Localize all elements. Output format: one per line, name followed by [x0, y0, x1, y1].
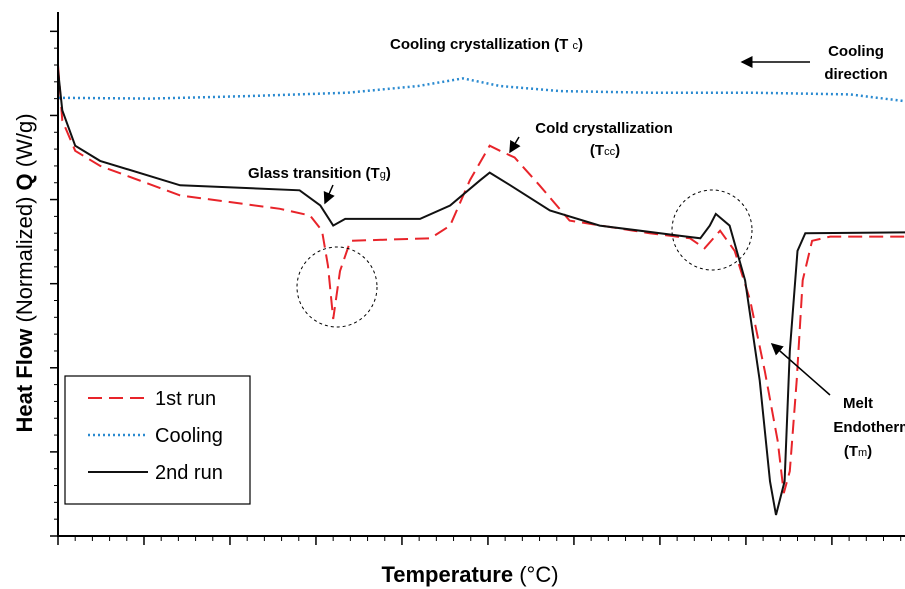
annotation-part: (T: [844, 443, 858, 460]
data-line: [57, 77, 905, 103]
annotation-part: ): [867, 443, 872, 460]
arrow: [323, 184, 335, 205]
annotation: (Tm): [844, 443, 872, 460]
x-axis-title-part: Temperature: [381, 562, 513, 587]
annotation: Endotherm: [833, 419, 905, 436]
annotation: Cooling crystallization (T c): [390, 36, 583, 53]
annotation-part: ): [615, 142, 620, 159]
highlight-circle: [296, 246, 378, 328]
y-axis-title-part: Heat Flow: [12, 328, 37, 433]
x-axis-title-part: (°C): [513, 562, 558, 587]
annotation-part: c: [573, 40, 579, 52]
annotation: Melt: [843, 395, 873, 412]
annotation-part: ): [386, 165, 391, 182]
plot-area: [57, 64, 905, 516]
annotation: Cooling: [828, 43, 884, 60]
annotation-part: (T: [590, 142, 604, 159]
annotation-part: g: [380, 169, 386, 181]
legend-label: 2nd run: [155, 462, 223, 484]
annotation-part: Glass transition (T: [248, 165, 380, 182]
legend-label: 1st run: [155, 388, 216, 410]
highlight-circle: [671, 189, 753, 271]
annotation: Cold crystallization: [535, 120, 673, 137]
annotation-part: direction: [824, 66, 887, 83]
annotation-part: Cold crystallization: [535, 120, 673, 137]
y-axis-title-part: (W/g): [12, 113, 37, 173]
legend-items: 1st run Cooling 2nd run: [88, 388, 223, 484]
annotation-part: cc: [604, 146, 616, 158]
annotation-part: ): [578, 36, 583, 53]
annotation-part: Endotherm: [833, 419, 905, 436]
data-line: [57, 64, 905, 494]
y-axis-title: Heat Flow (Normalized) Q (W/g): [12, 113, 37, 432]
annotation-part: Cooling: [828, 43, 884, 60]
arrow: [509, 136, 521, 154]
annotation: (Tcc): [590, 142, 620, 159]
legend-label: Cooling: [155, 425, 223, 447]
arrow: [770, 343, 831, 396]
y-axis-title-part: Q: [12, 173, 37, 190]
annotation: direction: [824, 66, 887, 83]
annotation-part: Melt: [843, 395, 873, 412]
annotation-part: Cooling crystallization (T: [390, 36, 573, 53]
y-axis-title-part: (Normalized): [12, 190, 37, 328]
legend: [64, 375, 251, 505]
annotation: Glass transition (Tg): [248, 165, 391, 182]
annotation-part: m: [858, 447, 867, 459]
x-axis-title: Temperature (°C): [381, 562, 558, 587]
data-line: [57, 69, 905, 516]
